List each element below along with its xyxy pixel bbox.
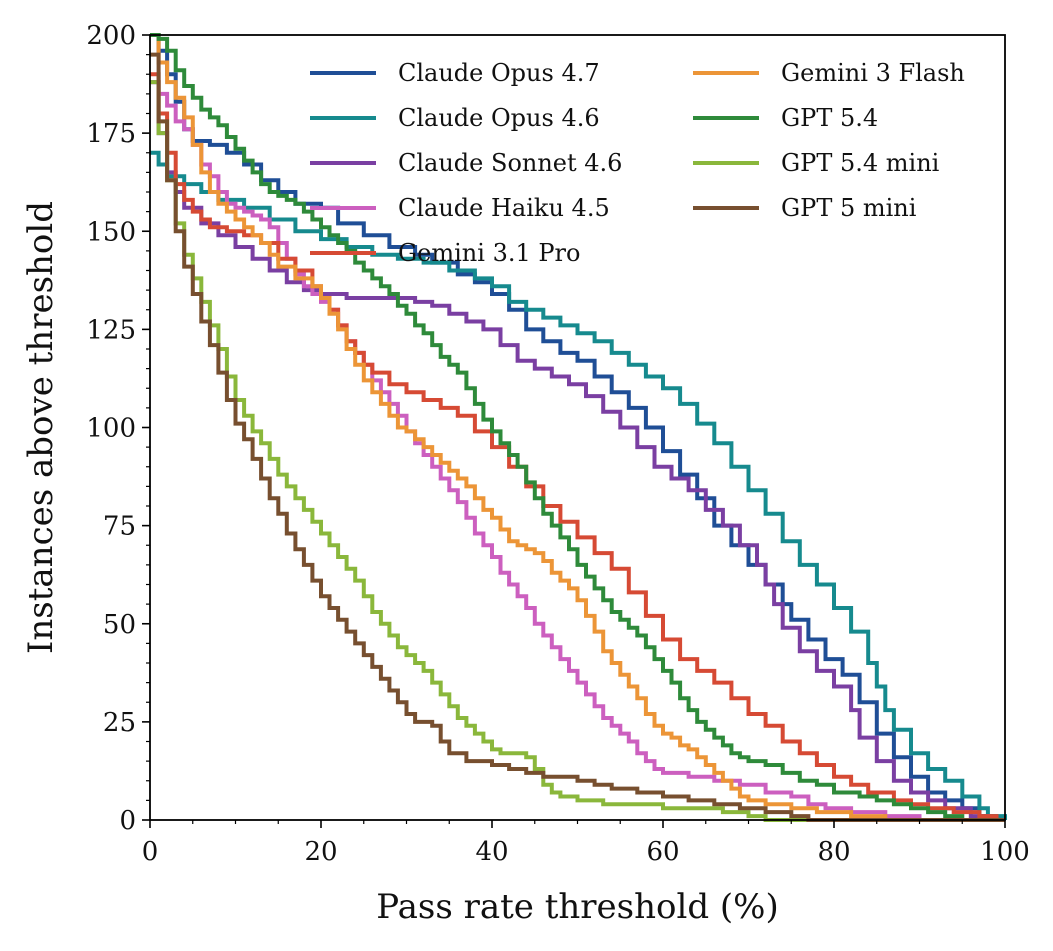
y-tick-label: 100 — [86, 414, 136, 444]
ticks-layer: 0 20 40 60 80 100 0 25 50 75 100 125 150 175 200 — [86, 21, 1029, 867]
x-tick-label: 0 — [142, 837, 159, 867]
x-tick-label: 80 — [817, 837, 850, 867]
x-tick-label: 60 — [646, 837, 679, 867]
legend-label-5: Gemini 3 Flash — [781, 59, 965, 87]
y-tick-label: 50 — [103, 610, 136, 640]
legend-label-7: GPT 5.4 mini — [781, 149, 940, 177]
y-tick-label: 125 — [86, 315, 136, 345]
legend-label-3: Claude Haiku 4.5 — [398, 194, 610, 222]
legend-label-1: Claude Opus 4.6 — [398, 104, 600, 132]
y-tick-label: 25 — [103, 708, 136, 738]
legend-label-0: Claude Opus 4.7 — [398, 59, 600, 87]
y-tick-label: 0 — [119, 806, 136, 836]
series-line-6 — [150, 33, 1005, 822]
y-tick-label: 75 — [103, 512, 136, 542]
series-line-1 — [150, 150, 1007, 820]
y-axis-title: Instances above threshold — [21, 201, 61, 654]
legend-label-2: Claude Sonnet 4.6 — [398, 149, 622, 177]
series-line-3 — [150, 80, 1005, 822]
x-axis-title: Pass rate threshold (%) — [376, 887, 778, 927]
legend-label-8: GPT 5 mini — [781, 194, 917, 222]
x-tick-label: 40 — [475, 837, 508, 867]
x-tick-label: 100 — [980, 837, 1030, 867]
y-tick-label: 200 — [86, 21, 136, 51]
y-tick-label: 150 — [86, 217, 136, 247]
series-line-5 — [150, 33, 1005, 822]
series-line-0 — [150, 33, 1005, 822]
legend: Claude Opus 4.7 Claude Opus 4.6 Claude Son… — [310, 59, 965, 267]
legend-label-4: Gemini 3.1 Pro — [398, 239, 580, 267]
y-tick-label: 175 — [86, 119, 136, 149]
series-line-2 — [150, 80, 1005, 822]
series-layer — [150, 33, 1007, 822]
series-line-8 — [150, 52, 1005, 822]
x-tick-label: 20 — [304, 837, 337, 867]
legend-label-6: GPT 5.4 — [781, 104, 878, 132]
